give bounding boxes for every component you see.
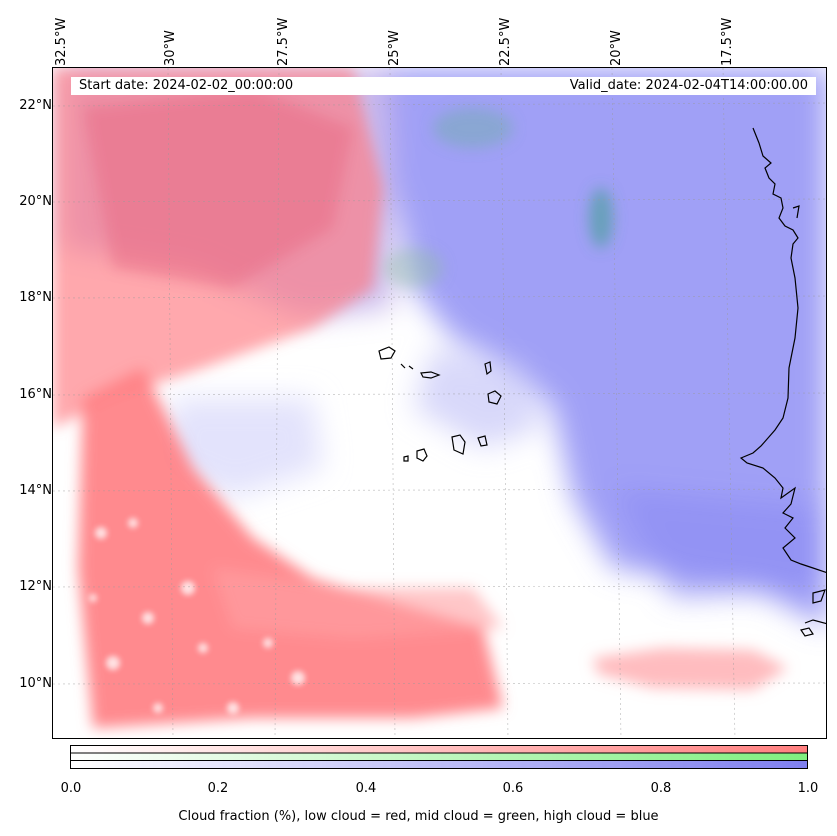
cape-verde-islands (378, 346, 502, 462)
colorbar-high-cloud (70, 760, 808, 769)
cloud-fraction-map: Start date: 2024-02-02_00:00:00 Valid_da… (52, 67, 827, 739)
lat-label-14n: 14°N (19, 483, 52, 498)
start-date-label: Start date: 2024-02-02_00:00:00 (71, 77, 559, 95)
colorbar-low-cloud (70, 745, 808, 754)
lon-label-20w: 20°W (609, 30, 624, 66)
colorbar-tick-0-2: 0.2 (207, 781, 229, 796)
colorbar-caption: Cloud fraction (%), low cloud = red, mid… (178, 809, 659, 824)
valid-date-label: Valid_date: 2024-02-04T14:00:00.00 (551, 77, 816, 95)
colorbar-tick-0-6: 0.6 (502, 781, 524, 796)
lat-label-20n: 20°N (19, 194, 52, 209)
low-cloud-layer (53, 68, 788, 728)
colorbar-tick-1: 1.0 (797, 781, 819, 796)
lat-label-18n: 18°N (19, 290, 52, 305)
lon-label-27-5w: 27.5°W (276, 17, 291, 66)
cloud-gaps (89, 518, 305, 714)
lat-label-16n: 16°N (19, 387, 52, 402)
map-canvas (53, 68, 826, 738)
africa-coastline (739, 127, 826, 637)
lon-label-22-5w: 22.5°W (498, 17, 513, 66)
colorbar-tick-0-8: 0.8 (650, 781, 672, 796)
lon-label-32-5w: 32.5°W (54, 17, 69, 66)
colorbar (70, 745, 808, 769)
lon-label-17-5w: 17.5°W (720, 17, 735, 66)
colorbar-tick-0-4: 0.4 (355, 781, 377, 796)
mid-cloud-layer (383, 108, 613, 288)
lat-label-12n: 12°N (19, 579, 52, 594)
lon-label-25w: 25°W (387, 30, 402, 66)
colorbar-tick-0: 0.0 (60, 781, 82, 796)
lat-label-10n: 10°N (19, 676, 52, 691)
lon-label-30w: 30°W (163, 30, 178, 66)
colorbar-mid-cloud (70, 752, 808, 761)
graticule (53, 68, 826, 738)
lat-label-22n: 22°N (19, 98, 52, 113)
